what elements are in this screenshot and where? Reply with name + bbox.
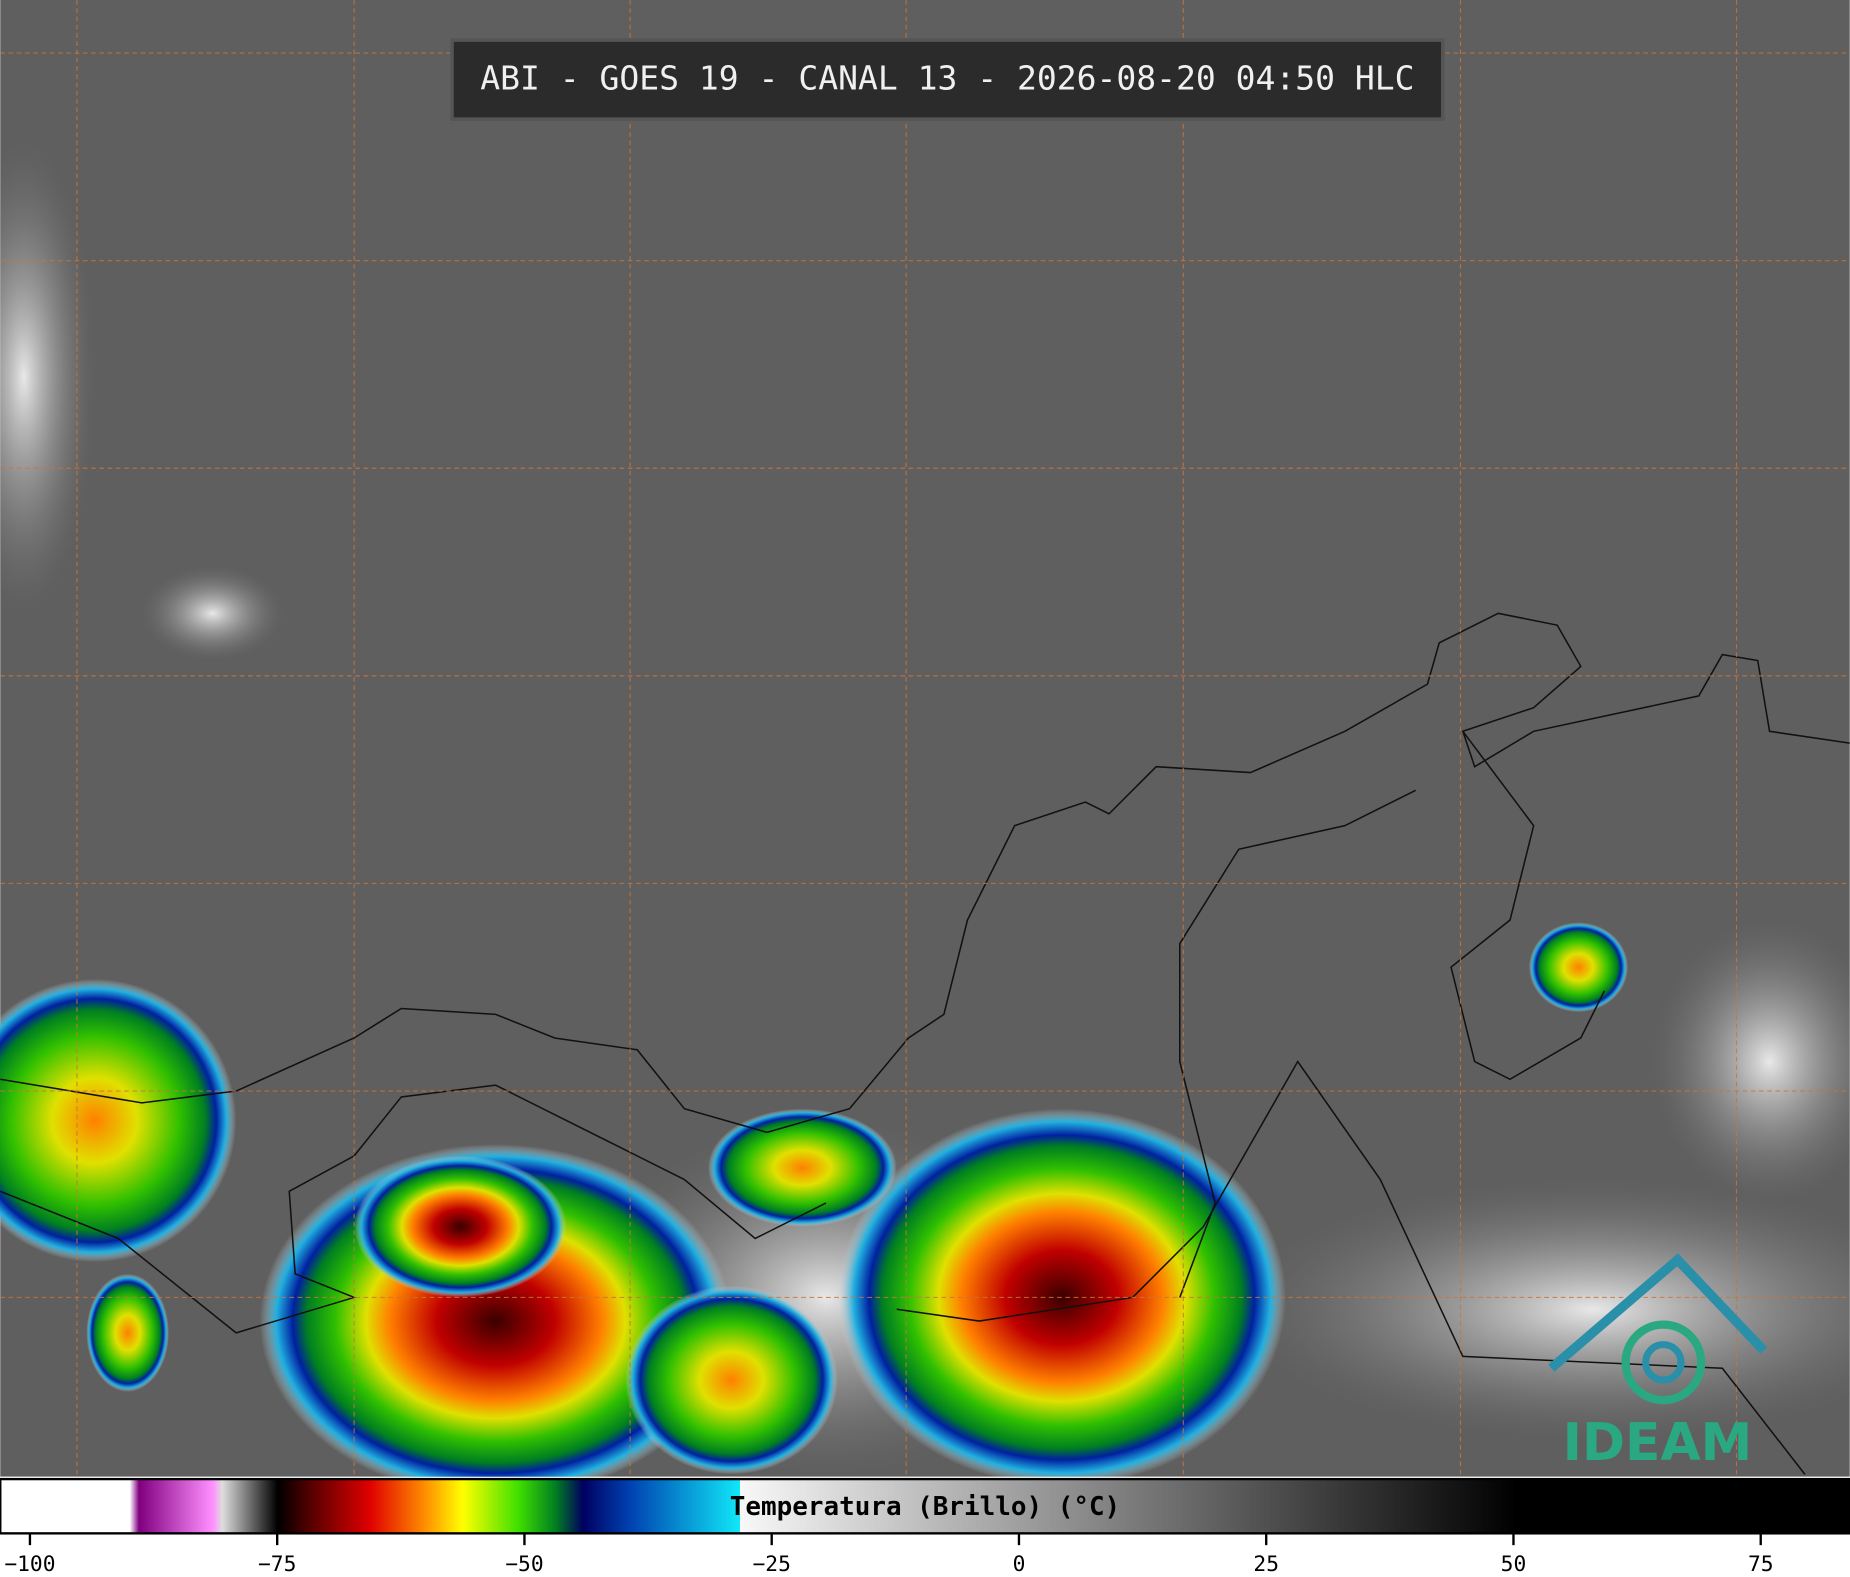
- tick-label: 25: [1253, 1552, 1279, 1577]
- colorbar-ticks: −100 −75 −50 −25 0 25 50 75: [4, 1533, 1774, 1577]
- colorbar-label: Temperatura (Brillo) (°C): [730, 1492, 1120, 1522]
- title-box: [450, 38, 1445, 121]
- logo-text: IDEAM: [1563, 1413, 1753, 1473]
- logo: IDEAM: [1548, 1253, 1768, 1473]
- colorbar: [0, 1477, 1850, 1535]
- title: ABI - GOES 19 - CANAL 13 - 2026-08-20 04…: [480, 59, 1414, 98]
- tick-label: −75: [258, 1552, 296, 1577]
- tick-label: 50: [1501, 1552, 1527, 1577]
- tick-label: 0: [1013, 1552, 1026, 1577]
- tick-label: 75: [1748, 1552, 1774, 1577]
- tick-label: −100: [4, 1552, 55, 1577]
- tick-label: −25: [753, 1552, 791, 1577]
- tick-label: −50: [505, 1552, 543, 1577]
